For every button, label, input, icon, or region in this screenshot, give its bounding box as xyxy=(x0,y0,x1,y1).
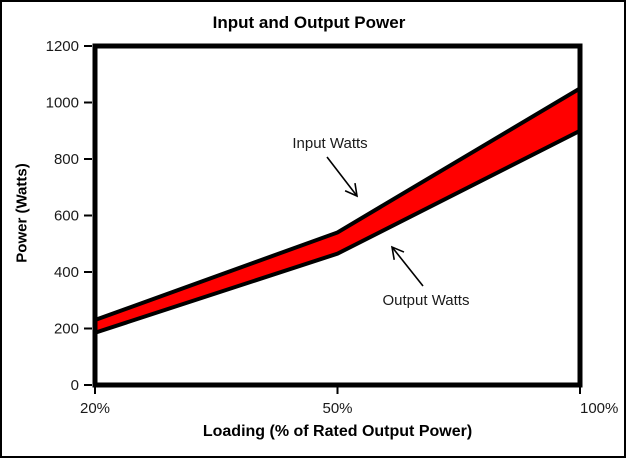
annotation-label: Input Watts xyxy=(292,135,367,152)
y-tick-label: 200 xyxy=(54,321,79,338)
x-tick-label: 50% xyxy=(322,400,352,417)
annotation-label: Output Watts xyxy=(383,292,470,309)
y-tick-label: 800 xyxy=(54,151,79,168)
annotation-arrowhead xyxy=(344,183,359,198)
power-band xyxy=(93,84,582,336)
plot-frame xyxy=(92,43,583,388)
annotation-arrowhead xyxy=(390,245,405,260)
x-axis-title: Loading (% of Rated Output Power) xyxy=(202,423,473,440)
y-tick-label: 400 xyxy=(54,264,79,281)
y-tick-label: 600 xyxy=(54,208,79,225)
y-tick-label: 1200 xyxy=(46,38,79,55)
y-tick-label: 1000 xyxy=(46,95,79,112)
chart-title: Input and Output Power xyxy=(212,13,406,32)
annotation-arrow xyxy=(391,246,424,287)
x-tick-label: 100% xyxy=(580,400,618,417)
x-tick-label: 20% xyxy=(80,400,110,417)
annotation-arrow xyxy=(326,156,358,197)
y-tick-label: 0 xyxy=(71,377,79,394)
